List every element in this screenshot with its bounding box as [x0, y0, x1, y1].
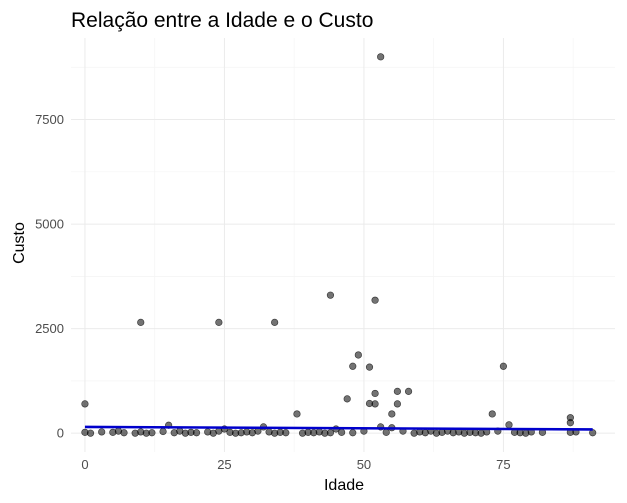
data-point	[349, 429, 357, 437]
y-tick-label: 0	[57, 426, 64, 441]
data-point	[215, 318, 223, 326]
data-point	[326, 429, 335, 437]
data-point	[282, 429, 290, 437]
data-point	[343, 395, 351, 403]
trend-line	[84, 425, 593, 431]
y-tick-label: 7500	[35, 112, 64, 127]
grid	[71, 38, 615, 452]
data-point	[589, 429, 597, 437]
data-point	[81, 400, 89, 408]
data-point	[159, 427, 167, 436]
y-tick-label: 5000	[35, 217, 64, 232]
data-point	[377, 53, 385, 61]
data-points	[81, 53, 597, 437]
data-point	[382, 428, 390, 436]
data-point	[148, 429, 156, 437]
data-point	[293, 410, 301, 418]
data-point	[371, 400, 379, 408]
x-tick-label: 25	[217, 457, 231, 472]
data-point	[371, 389, 379, 398]
data-point	[393, 387, 402, 395]
x-tick-label: 75	[496, 457, 510, 472]
data-point	[371, 296, 379, 304]
data-point	[365, 363, 374, 371]
x-axis-title: Idade	[324, 477, 364, 494]
data-point	[271, 318, 279, 326]
trend-line-group	[84, 425, 593, 431]
data-point	[86, 429, 95, 437]
data-point	[192, 429, 201, 437]
data-point	[404, 387, 413, 395]
data-point	[98, 428, 106, 436]
data-point	[338, 428, 346, 436]
x-tick-label: 0	[81, 457, 88, 472]
data-point	[326, 291, 335, 299]
data-point	[505, 421, 513, 429]
data-point	[499, 362, 508, 370]
chart-title: Relação entre a Idade e o Custo	[71, 9, 373, 32]
data-point	[120, 429, 128, 437]
data-point	[137, 318, 145, 326]
data-point	[488, 410, 496, 418]
data-point	[566, 414, 574, 422]
x-tick-label: 50	[357, 457, 371, 472]
y-axis-title: Custo	[11, 222, 28, 264]
data-point	[388, 410, 396, 418]
data-point	[354, 351, 362, 359]
tick-labels: 0 25 50 75 0 2500 5000 7500	[35, 112, 511, 472]
data-point	[393, 400, 402, 408]
y-tick-label: 2500	[35, 321, 64, 336]
data-point	[349, 362, 357, 370]
